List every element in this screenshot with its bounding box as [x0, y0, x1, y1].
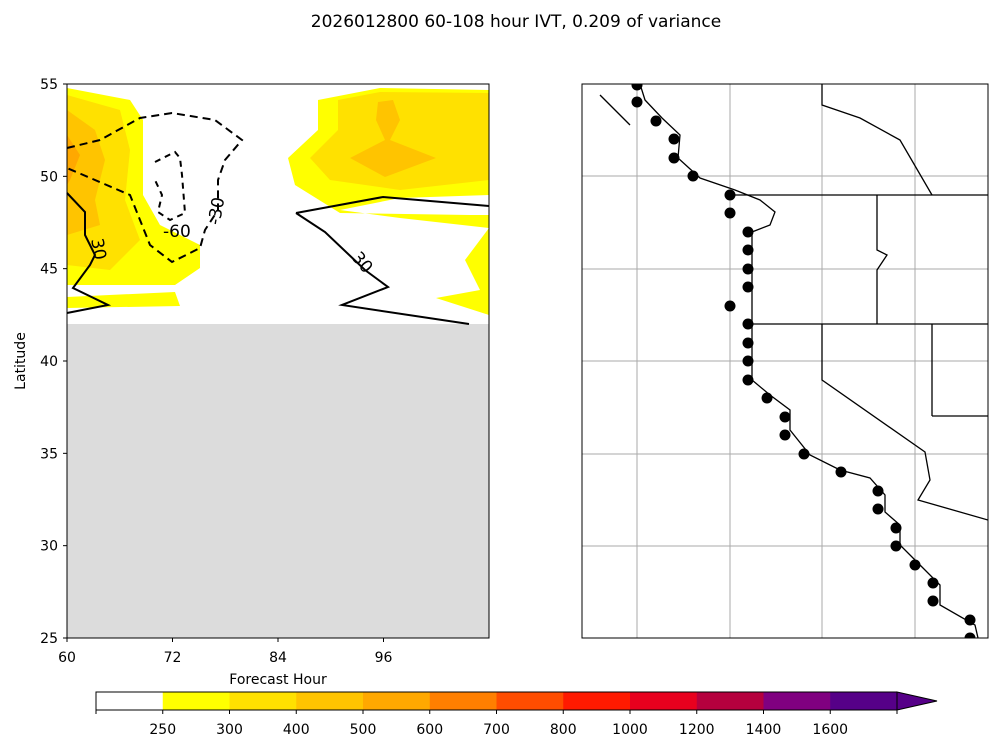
y-tick-label: 50 [40, 169, 58, 185]
colorbar-segment [96, 692, 164, 710]
station-point [742, 318, 754, 330]
station-point [724, 189, 736, 201]
contour-neg60 [154, 150, 187, 222]
colorbar-tick-label: 250 [149, 722, 176, 738]
station-point [668, 152, 680, 164]
colorbar-tick-label: 300 [216, 722, 243, 738]
station-point [742, 374, 754, 386]
station-point [872, 485, 884, 497]
station-point [964, 614, 976, 626]
ivt-fill-300 [310, 92, 489, 190]
station-point [724, 300, 736, 312]
colorbar-tick-label: 800 [550, 722, 577, 738]
contour-label: -60 [163, 222, 191, 242]
station-point [724, 207, 736, 219]
station-point [742, 263, 754, 275]
station-point [927, 577, 939, 589]
y-tick-label: 30 [40, 539, 58, 555]
station-point [742, 244, 754, 256]
station-point [835, 466, 847, 478]
colorbar-segment [563, 692, 631, 710]
colorbar-segment [630, 692, 698, 710]
station-point [631, 84, 643, 91]
station-point [890, 540, 902, 552]
station-point [742, 355, 754, 367]
station-point [964, 632, 976, 638]
station-point [927, 595, 939, 607]
station-point [779, 429, 791, 441]
no-data-region [67, 324, 489, 638]
colorbar-tick-label: 500 [350, 722, 377, 738]
state-borders [730, 84, 988, 521]
colorbar-extend-arrow [896, 691, 938, 711]
y-tick-label: 40 [40, 354, 58, 370]
station-point [761, 392, 773, 404]
colorbar-segment [296, 692, 364, 710]
station-point [872, 503, 884, 515]
y-tick-label: 45 [40, 262, 58, 278]
contour-neg30 [66, 111, 244, 264]
station-point [890, 522, 902, 534]
map-gridlines [582, 84, 988, 638]
x-axis-label: Forecast Hour [229, 672, 327, 688]
map-frame [581, 83, 989, 639]
colorbar-segment [696, 692, 764, 710]
contour-30 [295, 195, 490, 214]
ivt-fill-400 [350, 100, 436, 177]
colorbar-tick-label: 1000 [612, 722, 648, 738]
contour-30 [66, 192, 112, 314]
x-tick-label: 72 [164, 650, 182, 666]
colorbar-tick-label: 1200 [679, 722, 715, 738]
colorbar-segment [363, 692, 431, 710]
colorbar-segment [830, 692, 898, 710]
colorbar-tick-label: 1400 [746, 722, 782, 738]
ivt-fill-250 [67, 292, 180, 308]
station-point [909, 559, 921, 571]
colorbar-segment [229, 692, 297, 710]
colorbar-tick-label: 700 [483, 722, 510, 738]
colorbar-segment [429, 692, 497, 710]
station-point [631, 96, 643, 108]
contour-label: 30 [86, 237, 109, 262]
contour-lines [66, 111, 490, 325]
colorbar-tick-label: 600 [416, 722, 443, 738]
y-tick-label: 25 [40, 631, 58, 647]
colorbar-segment [763, 692, 831, 710]
station-points [631, 84, 976, 638]
chart-title: 2026012800 60-108 hour IVT, 0.209 of var… [311, 12, 721, 32]
colorbar-segment [496, 692, 564, 710]
x-tick-label: 84 [269, 650, 287, 666]
station-point [742, 281, 754, 293]
colorbar-tick-label: 400 [283, 722, 310, 738]
station-point [650, 115, 662, 127]
x-tick-label: 96 [375, 650, 393, 666]
station-point [687, 170, 699, 182]
station-point [742, 226, 754, 238]
station-point [668, 133, 680, 145]
y-tick-label: 35 [40, 446, 58, 462]
colorbar-segment [162, 692, 230, 710]
contour-label: -30 [205, 196, 230, 227]
y-axis-label: Latitude [13, 332, 29, 390]
y-tick-label: 55 [40, 77, 58, 93]
colorbar: 250 300 400 500 600 700 800 1000 1200 1400 1600 [95, 691, 938, 738]
contour-30 [295, 212, 470, 325]
map-panel [581, 83, 989, 639]
station-point [779, 411, 791, 423]
x-tick-label: 60 [58, 650, 76, 666]
colorbar-tick-label: 1600 [812, 722, 848, 738]
station-point [798, 448, 810, 460]
station-point [742, 337, 754, 349]
